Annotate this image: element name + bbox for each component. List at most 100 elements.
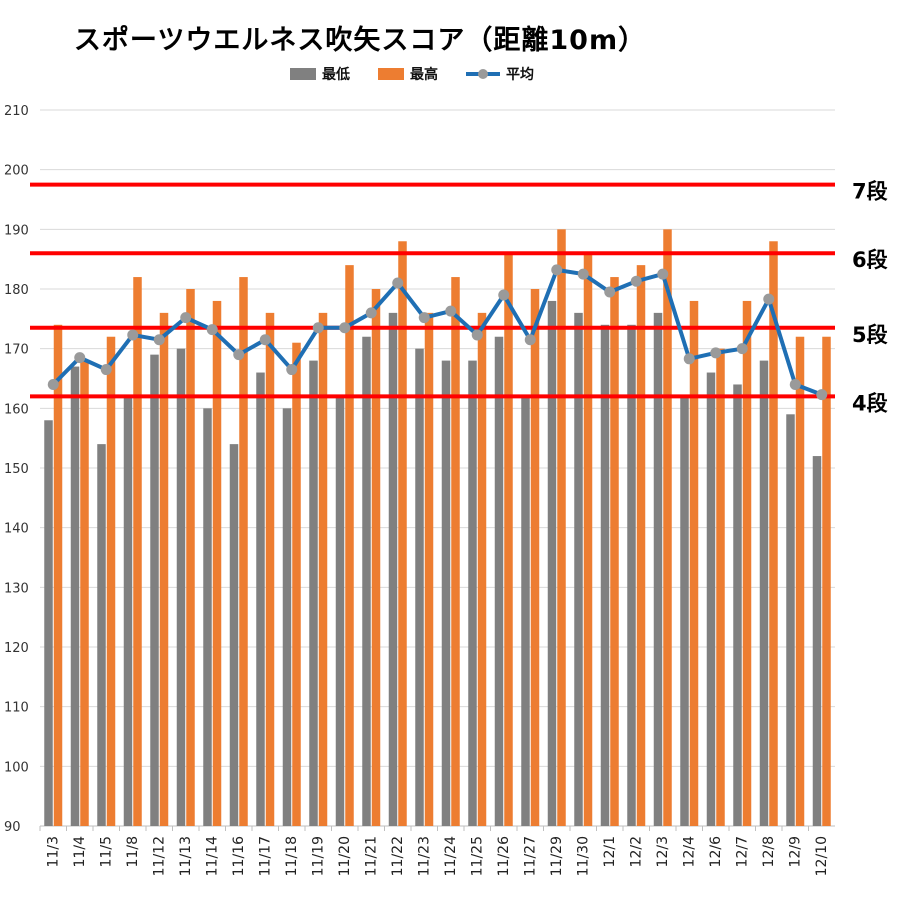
x-tick-label: 11/17 xyxy=(257,836,273,876)
x-tick-label: 12/6 xyxy=(708,836,724,868)
bar-max xyxy=(504,253,513,826)
bar-max xyxy=(186,289,195,826)
y-tick-label: 140 xyxy=(4,522,29,537)
bar-min xyxy=(309,360,318,826)
avg-point xyxy=(630,275,642,287)
legend-label-max: 最高 xyxy=(410,67,438,83)
legend-label-avg: 平均 xyxy=(506,67,534,83)
reference-line-label: 7段 xyxy=(852,180,888,204)
bar-min xyxy=(680,396,689,826)
avg-point xyxy=(100,364,112,376)
avg-point xyxy=(551,264,563,276)
x-tick-label: 12/9 xyxy=(787,836,803,867)
avg-point xyxy=(180,312,192,324)
bar-min xyxy=(97,444,106,826)
bar-min xyxy=(256,372,265,826)
y-tick-label: 170 xyxy=(4,343,29,358)
y-tick-label: 130 xyxy=(4,581,29,596)
bar-max xyxy=(318,312,328,826)
x-tick-label: 11/22 xyxy=(390,836,406,876)
legend-label-min: 最低 xyxy=(322,67,350,83)
legend-item-max: 最高 xyxy=(378,64,438,84)
avg-point xyxy=(392,277,404,289)
bar-max xyxy=(477,312,487,826)
x-tick-label: 11/13 xyxy=(178,836,194,876)
x-tick-label: 11/23 xyxy=(416,836,432,876)
x-tick-label: 11/16 xyxy=(231,836,247,876)
bar-min xyxy=(150,354,159,826)
x-tick-label: 11/4 xyxy=(72,836,88,868)
y-tick-label: 110 xyxy=(4,701,29,716)
y-tick-label: 180 xyxy=(4,283,29,298)
x-tick-label: 11/26 xyxy=(496,836,512,876)
y-tick-label: 160 xyxy=(4,402,29,417)
y-tick-label: 100 xyxy=(4,760,29,775)
bar-min xyxy=(176,348,186,826)
legend-swatch-max xyxy=(378,68,404,80)
bar-max xyxy=(80,360,89,826)
bar-max xyxy=(610,277,619,827)
bar-max xyxy=(371,289,381,826)
x-tick-label: 11/8 xyxy=(125,836,141,867)
bar-min xyxy=(733,384,742,826)
avg-point xyxy=(286,364,298,376)
x-tick-label: 12/2 xyxy=(628,836,644,867)
legend-swatch-min xyxy=(290,68,316,80)
legend: 最低 最高 平均 xyxy=(290,64,562,84)
x-tick-label: 11/24 xyxy=(443,836,459,876)
x-tick-label: 12/3 xyxy=(655,836,671,867)
avg-point xyxy=(445,305,457,317)
bar-min xyxy=(600,324,610,826)
avg-point xyxy=(339,322,351,334)
bar-max xyxy=(742,300,752,826)
bar-max xyxy=(212,300,222,826)
avg-point xyxy=(604,286,616,298)
y-tick-label: 90 xyxy=(4,820,21,835)
x-tick-label: 12/1 xyxy=(602,836,618,867)
bar-min xyxy=(335,396,345,826)
bar-min xyxy=(415,348,424,826)
x-tick-label: 11/29 xyxy=(549,836,565,876)
avg-point xyxy=(657,268,669,280)
bar-max xyxy=(159,312,169,826)
avg-point xyxy=(789,378,801,390)
x-tick-label: 12/8 xyxy=(761,836,777,867)
bar-min xyxy=(282,408,292,826)
avg-point xyxy=(763,293,775,305)
x-tick-label: 12/4 xyxy=(681,836,697,868)
avg-point xyxy=(74,352,86,364)
avg-point xyxy=(312,322,324,334)
bar-min xyxy=(441,360,451,826)
bar-max xyxy=(689,300,699,826)
bar-max xyxy=(557,229,566,827)
bar-min xyxy=(786,414,795,826)
avg-point xyxy=(471,329,483,341)
y-tick-label: 190 xyxy=(4,223,29,238)
bar-min xyxy=(627,324,636,826)
x-tick-label: 11/14 xyxy=(204,836,220,876)
reference-line-label: 4段 xyxy=(852,391,888,415)
y-tick-label: 150 xyxy=(4,462,29,477)
bar-min xyxy=(653,312,663,826)
avg-point xyxy=(683,353,695,365)
avg-point xyxy=(153,334,165,346)
bar-min xyxy=(759,360,769,826)
x-tick-label: 12/10 xyxy=(814,836,830,876)
bar-max xyxy=(265,312,275,826)
avg-point xyxy=(365,307,377,319)
bar-min xyxy=(574,312,583,826)
bar-min xyxy=(521,396,530,826)
avg-point xyxy=(577,268,589,280)
bar-min xyxy=(706,372,716,826)
bar-max xyxy=(530,289,540,826)
bar-max xyxy=(663,229,672,827)
avg-point xyxy=(418,312,430,324)
bar-min xyxy=(388,312,398,826)
x-tick-label: 11/25 xyxy=(469,836,485,876)
bar-max xyxy=(133,277,142,827)
y-tick-label: 200 xyxy=(4,164,29,179)
x-tick-label: 11/5 xyxy=(98,836,114,867)
bar-min xyxy=(547,300,557,826)
x-tick-label: 11/18 xyxy=(284,836,300,876)
